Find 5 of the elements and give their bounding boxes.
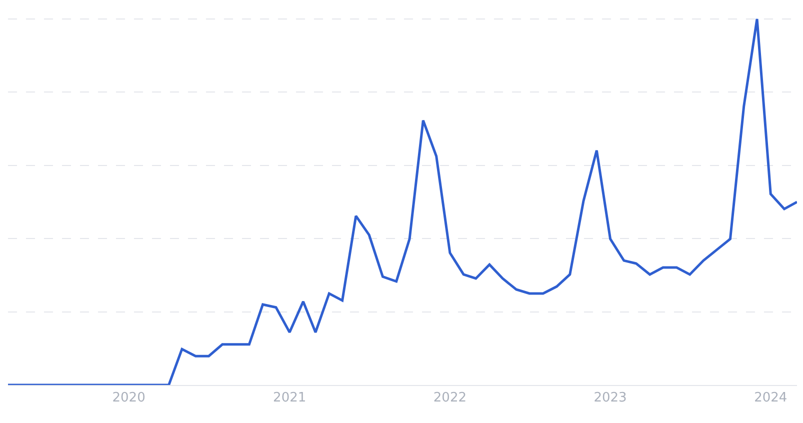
x-tick-label: 2021 xyxy=(273,390,306,406)
x-tick-label: 2020 xyxy=(112,390,146,406)
x-tick-label: 2022 xyxy=(433,390,466,406)
x-tick-label: 2023 xyxy=(594,390,627,406)
x-tick-label: 2024 xyxy=(754,390,788,406)
